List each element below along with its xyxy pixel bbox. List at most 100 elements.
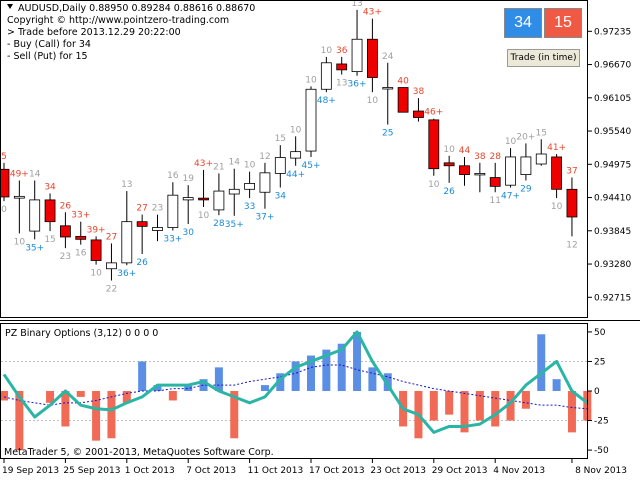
candle[interactable]: 38 bbox=[413, 87, 425, 122]
call-button[interactable]: 34 bbox=[504, 8, 542, 38]
histogram-bar bbox=[168, 391, 177, 401]
candle-body bbox=[459, 165, 470, 175]
signal-label-above: 10 bbox=[443, 145, 455, 155]
signal-label-above: 10 bbox=[305, 75, 317, 85]
price-tick-label: 0.92715 bbox=[594, 293, 631, 303]
indicator-tick-label: 25 bbox=[594, 357, 605, 367]
candle-body bbox=[121, 221, 133, 264]
candle[interactable]: 43+ bbox=[363, 8, 382, 93]
candle[interactable]: 27 bbox=[106, 232, 117, 281]
sell-put-line: - Sell (Put) for 15 bbox=[7, 51, 88, 62]
signal-label-above: 34 bbox=[44, 182, 56, 192]
candle-body bbox=[152, 227, 163, 231]
signal-label-below: 28 bbox=[213, 219, 225, 229]
candle-body bbox=[489, 177, 501, 187]
candle[interactable]: 49+ bbox=[10, 169, 29, 234]
candle[interactable]: 44 bbox=[459, 146, 471, 186]
histogram-bar bbox=[429, 391, 438, 421]
signal-label-above: 38 bbox=[413, 87, 425, 97]
candle[interactable]: 24 bbox=[382, 52, 394, 125]
candle-body bbox=[198, 197, 209, 201]
signal-label-above: 26 bbox=[60, 201, 72, 211]
time-tick-label: 17 Oct 2013 bbox=[309, 466, 365, 476]
candle[interactable]: 13 bbox=[121, 180, 133, 266]
candle[interactable]: 43+ bbox=[194, 159, 213, 207]
time-tick-label: 7 Oct 2013 bbox=[186, 466, 236, 476]
trade-before-line: > Trade before 2013.12.29 20:22:00 bbox=[7, 27, 181, 38]
signal-label-below: 33 bbox=[244, 202, 255, 212]
candle-body bbox=[535, 153, 547, 165]
candle-body bbox=[213, 190, 225, 211]
candle[interactable]: 37 bbox=[566, 167, 578, 237]
signal-label-below: 11 bbox=[489, 196, 500, 206]
candle[interactable]: 40 bbox=[397, 77, 409, 113]
histogram-bar bbox=[307, 355, 315, 391]
candle[interactable]: 27 bbox=[136, 204, 148, 255]
collapse-arrow-icon[interactable] bbox=[7, 4, 13, 9]
candle[interactable]: 16 bbox=[167, 171, 179, 231]
signal-label-above: 20+ bbox=[516, 132, 535, 142]
signal-label-below: 30 bbox=[182, 228, 194, 238]
trade-in-time-button[interactable]: Trade (in time) bbox=[507, 49, 580, 67]
candle[interactable]: 23 bbox=[152, 204, 163, 242]
put-button[interactable]: 15 bbox=[544, 8, 582, 38]
candle[interactable]: 13 bbox=[351, 0, 363, 76]
candle[interactable]: 14 bbox=[229, 158, 241, 216]
main-signal-line bbox=[2, 330, 589, 434]
indicator-title: PZ Binary Options (3,12) 0 0 0 0 bbox=[5, 328, 158, 339]
candle[interactable]: 10 bbox=[244, 161, 256, 199]
candle[interactable]: 41+ bbox=[547, 143, 566, 199]
candle[interactable]: 15 bbox=[535, 128, 547, 166]
histogram-bar bbox=[122, 391, 131, 403]
price-tick-label: 0.97235 bbox=[594, 27, 631, 37]
indicator-panel[interactable] bbox=[0, 330, 592, 451]
price-panel-border bbox=[0, 0, 588, 318]
candle[interactable]: 33+ bbox=[71, 211, 90, 245]
candle[interactable]: 12 bbox=[259, 152, 271, 209]
candle[interactable]: 20+ bbox=[516, 132, 535, 181]
histogram-bar bbox=[46, 391, 55, 403]
candle[interactable]: 10 bbox=[443, 145, 455, 183]
candle[interactable]: 39+ bbox=[87, 225, 106, 265]
signal-label-below: 36+ bbox=[117, 269, 136, 279]
signal-label-below: 10 bbox=[90, 269, 102, 279]
signal-label-above: 14 bbox=[29, 169, 41, 179]
candle[interactable]: 36 bbox=[336, 46, 348, 75]
candle[interactable]: 10 bbox=[505, 137, 517, 188]
time-tick-label: 19 Sep 2013 bbox=[2, 466, 59, 476]
candle[interactable]: 10 bbox=[305, 75, 317, 157]
candle-body bbox=[413, 110, 424, 118]
signal-label-above: 39+ bbox=[87, 225, 106, 235]
price-tick-label: 0.96670 bbox=[594, 61, 631, 71]
candle[interactable]: 19 bbox=[182, 174, 194, 225]
candle[interactable]: 38 bbox=[474, 152, 486, 193]
histogram-bar bbox=[276, 373, 285, 391]
candle[interactable]: 5 bbox=[0, 152, 10, 202]
candle[interactable]: 21 bbox=[213, 162, 225, 216]
signal-label-below: 34 bbox=[275, 192, 287, 202]
buy-call-line: - Buy (Call) for 34 bbox=[7, 39, 91, 50]
signal-label-above: 33+ bbox=[71, 211, 90, 221]
candle[interactable]: 46+ bbox=[424, 108, 443, 176]
candle[interactable]: 10 bbox=[321, 46, 333, 93]
candle-body bbox=[566, 188, 578, 218]
candle[interactable]: 28 bbox=[489, 152, 501, 193]
histogram-bar bbox=[353, 331, 362, 391]
signal-label-above: 23 bbox=[152, 204, 163, 214]
candle[interactable]: 15 bbox=[275, 134, 286, 188]
histogram-bar bbox=[184, 385, 193, 391]
time-axis: 19 Sep 2013 25 Sep 2013 1 Oct 2013 7 Oct 20… bbox=[2, 459, 627, 476]
candle[interactable]: 26 bbox=[60, 201, 72, 249]
candle-body bbox=[505, 156, 516, 186]
time-tick-label: 4 Nov 2013 bbox=[493, 466, 545, 476]
candle-body bbox=[520, 156, 532, 175]
candle[interactable]: 14 bbox=[29, 169, 41, 240]
candle[interactable]: 34 bbox=[44, 182, 56, 232]
candle-body bbox=[0, 168, 10, 198]
histogram-bar bbox=[506, 391, 515, 421]
candle[interactable]: 10 bbox=[290, 125, 302, 166]
signal-label-below: 35+ bbox=[225, 220, 244, 230]
